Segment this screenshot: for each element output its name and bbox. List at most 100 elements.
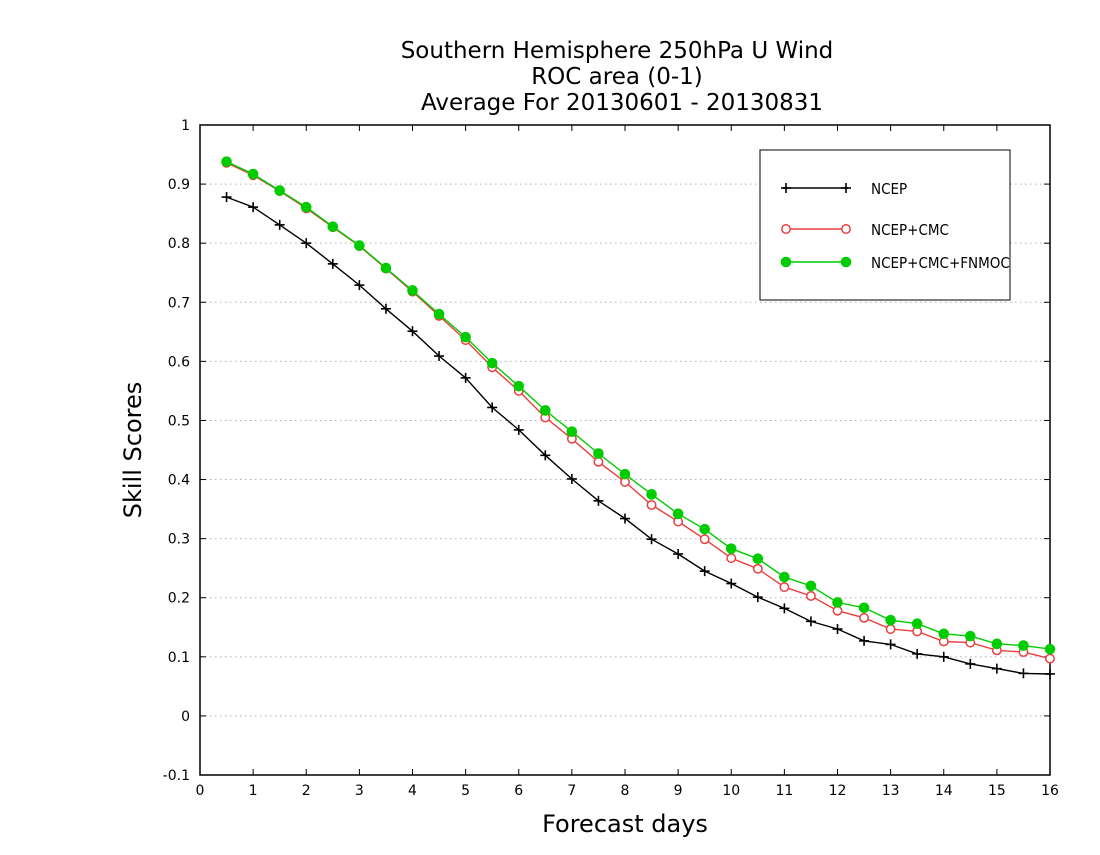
data-point: [805, 591, 816, 601]
data-point: [513, 380, 525, 392]
x-tick-label: 3: [355, 783, 364, 799]
data-point: [354, 240, 365, 251]
data-point: [593, 495, 604, 506]
data-point: [486, 357, 498, 369]
data-point: [566, 473, 577, 484]
x-tick-label: 11: [775, 783, 793, 799]
x-tick-label: 4: [408, 783, 417, 799]
x-tick-label: 1: [249, 783, 258, 799]
data-point: [991, 663, 1002, 674]
data-point: [858, 602, 870, 614]
x-tick-label: 16: [1041, 783, 1059, 799]
data-point: [513, 424, 524, 435]
x-tick-label: 0: [196, 783, 205, 799]
legend-label: NCEP+CMC: [871, 221, 949, 239]
title-line-1: Southern Hemisphere 250hPa U Wind: [401, 38, 834, 64]
x-tick-label: 12: [829, 783, 847, 799]
x-tick-label: 2: [302, 783, 311, 799]
data-point: [672, 508, 684, 520]
y-tick-label: 0.2: [168, 591, 190, 607]
data-point: [832, 605, 843, 616]
data-point: [859, 635, 870, 646]
chart-title: Southern Hemisphere 250hPa U Wind ROC ar…: [401, 38, 834, 116]
data-point: [247, 168, 259, 180]
axis-ticks: -0.100.10.20.30.40.50.60.70.80.910 1 2 3 4 5 6…: [163, 118, 1059, 799]
data-point: [301, 238, 312, 249]
legend: NCEP NCEP+CMC NCEP+CMC+FNMOC: [759, 149, 1011, 301]
data-point: [885, 614, 896, 626]
data-point: [938, 628, 950, 640]
x-tick-label: 15: [988, 783, 1006, 799]
y-tick-label: -0.1: [163, 768, 190, 784]
data-point: [566, 426, 578, 437]
series-line: [226, 196, 1051, 675]
data-point: [726, 553, 737, 564]
data-point: [911, 618, 923, 630]
data-point: [354, 280, 365, 291]
x-tick-label: 14: [935, 783, 953, 799]
series-ncep-cmc-fnmoc: [221, 156, 1056, 655]
data-point: [460, 331, 471, 343]
data-point: [593, 456, 604, 467]
legend-item: NCEP+CMC+FNMOC: [780, 254, 1010, 272]
data-point: [699, 534, 710, 545]
data-point: [619, 468, 631, 480]
data-point: [752, 563, 763, 574]
legend-marker-end: [841, 183, 851, 193]
series-group: [221, 156, 1056, 679]
y-tick-label: 0.9: [168, 177, 190, 193]
data-point: [965, 658, 976, 669]
data-point: [885, 624, 896, 634]
data-point: [1045, 668, 1055, 679]
data-point: [380, 262, 392, 274]
data-point: [726, 578, 737, 589]
x-tick-label: 13: [882, 783, 900, 799]
data-point: [433, 308, 445, 320]
data-point: [460, 372, 471, 383]
data-point: [620, 513, 630, 524]
data-point: [673, 549, 684, 559]
data-point: [1018, 668, 1029, 679]
data-point: [885, 639, 896, 650]
legend-item: NCEP+CMC: [781, 221, 949, 239]
data-point: [380, 303, 391, 314]
data-point: [699, 566, 710, 577]
data-point: [540, 450, 551, 461]
data-point: [832, 624, 843, 635]
data-point: [407, 326, 418, 337]
data-point: [779, 582, 790, 593]
x-tick-label: 10: [722, 783, 740, 799]
data-point: [487, 402, 498, 413]
x-tick-label: 7: [567, 783, 576, 799]
legend-marker-start: [781, 183, 791, 193]
data-point: [327, 258, 338, 269]
legend-item: NCEP: [781, 180, 907, 198]
legend-label: NCEP: [871, 180, 907, 198]
data-point: [540, 405, 551, 416]
data-point: [779, 603, 790, 614]
legend-marker-end: [840, 256, 852, 268]
data-point: [1018, 640, 1029, 651]
y-tick-label: 0.5: [168, 413, 190, 429]
data-point: [274, 219, 285, 230]
legend-marker-start: [780, 256, 792, 268]
data-point: [434, 351, 445, 362]
data-point: [859, 612, 870, 623]
data-point: [805, 616, 816, 627]
y-tick-label: 0.4: [168, 473, 190, 489]
data-point: [300, 201, 312, 213]
y-tick-label: 0.3: [168, 532, 190, 548]
y-tick-label: 0.6: [168, 354, 190, 370]
data-point: [965, 630, 976, 642]
data-point: [725, 543, 737, 554]
data-point: [274, 185, 285, 196]
data-point: [938, 651, 949, 662]
data-point: [327, 221, 339, 232]
title-line-2: ROC area (0-1): [531, 64, 703, 90]
x-axis-label: Forecast days: [542, 810, 708, 838]
legend-marker-end: [841, 224, 851, 234]
y-tick-label: 0: [181, 709, 190, 725]
series-ncep: [221, 192, 1055, 679]
